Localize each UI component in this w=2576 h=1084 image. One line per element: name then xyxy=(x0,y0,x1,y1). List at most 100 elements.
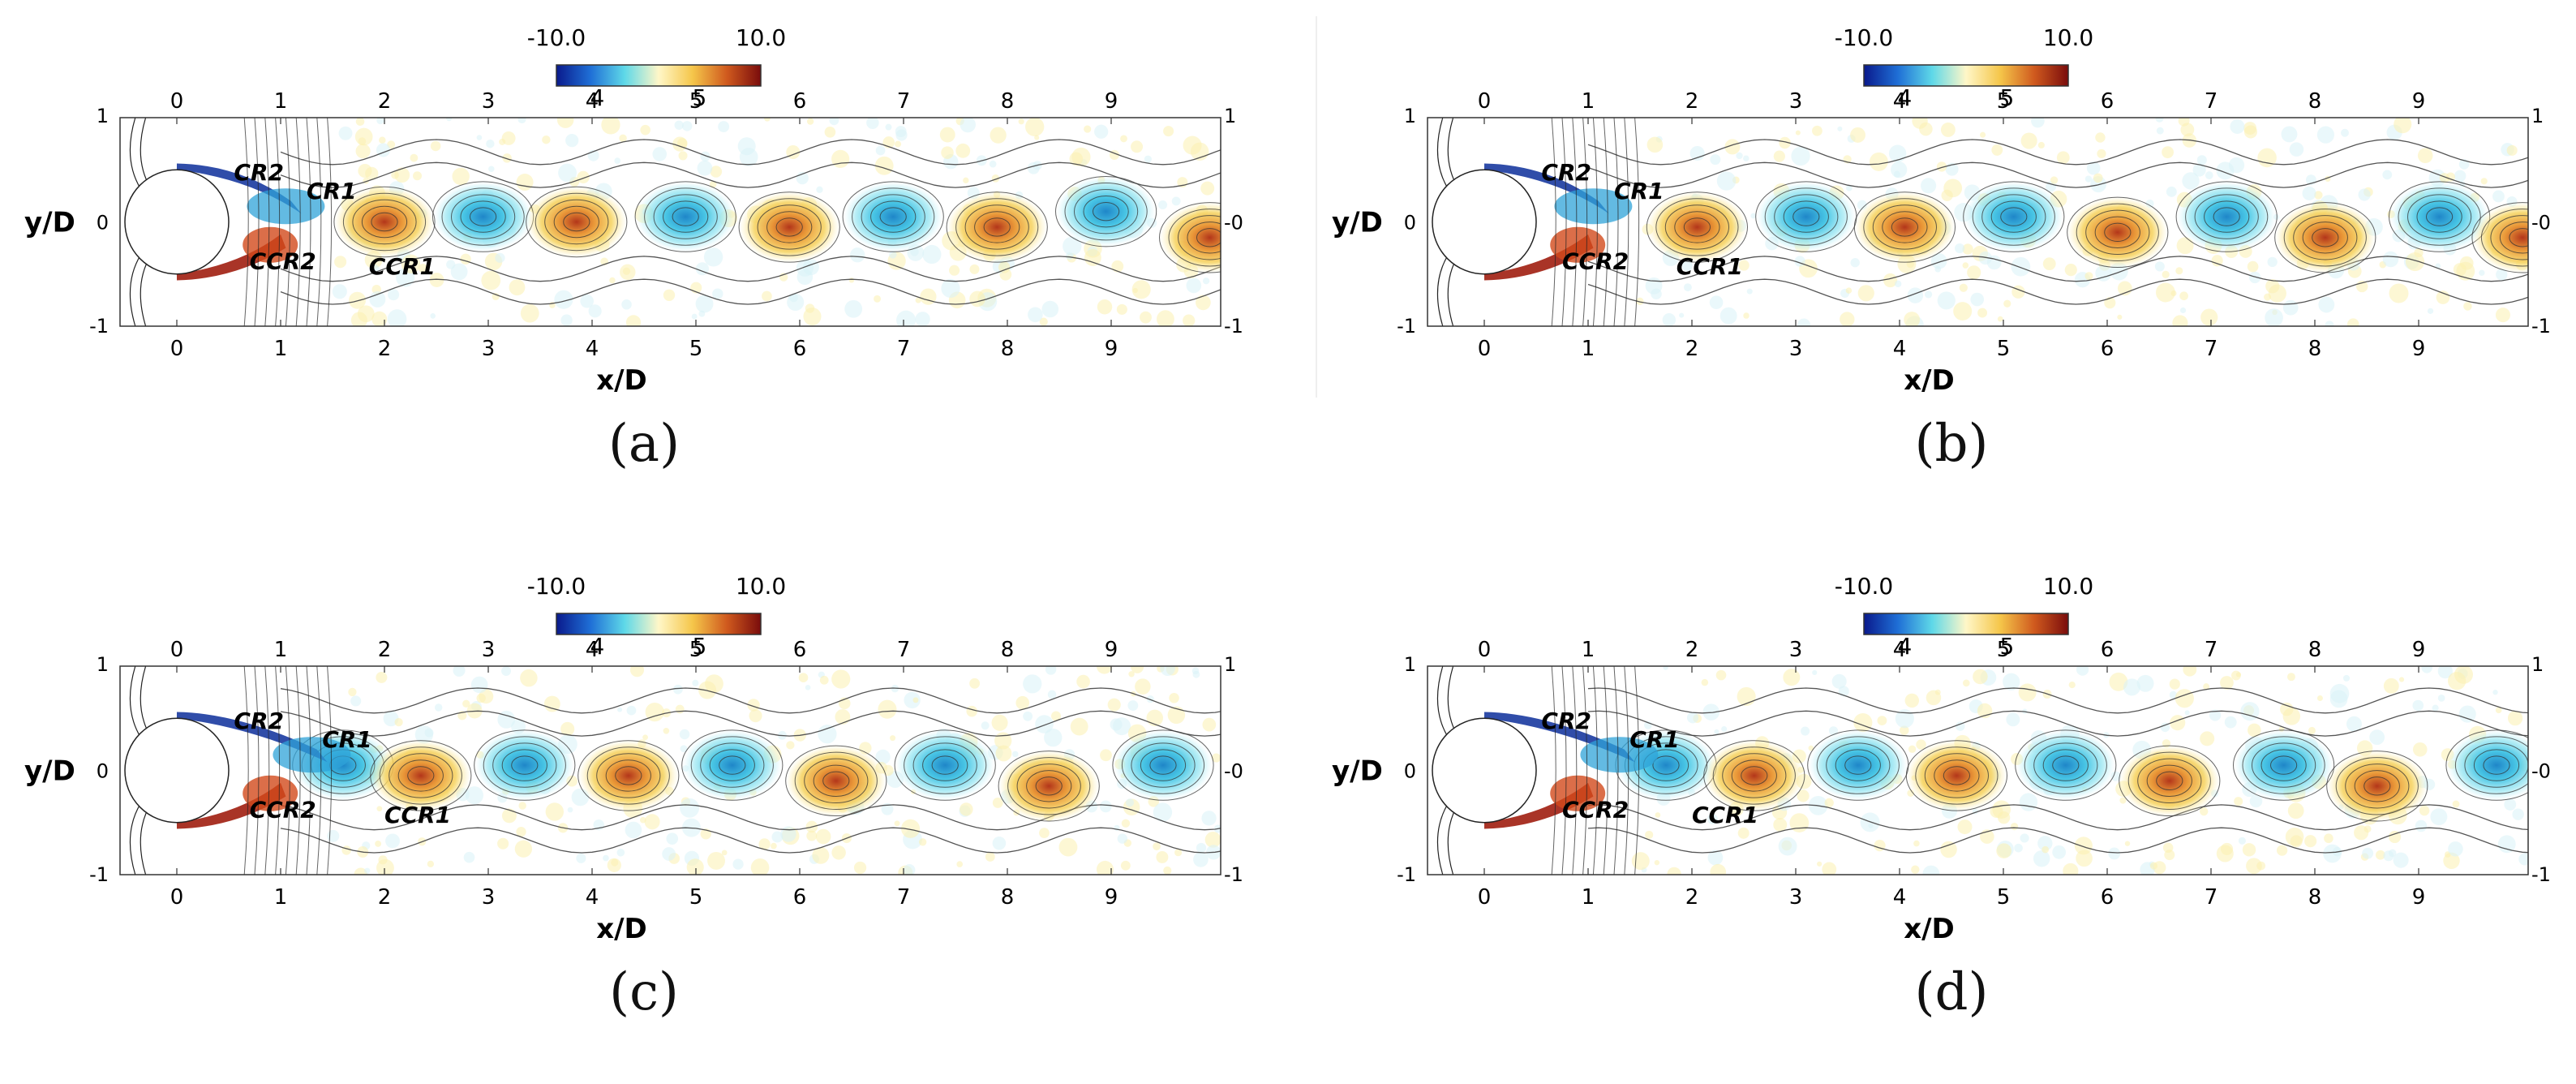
noise-speck xyxy=(675,704,685,714)
noise-speck xyxy=(2175,689,2194,708)
noise-speck xyxy=(1157,310,1174,326)
colorbar-tick: 5 xyxy=(692,84,706,111)
noise-speck xyxy=(350,695,362,707)
noise-speck xyxy=(2205,171,2213,179)
vortex-contour xyxy=(766,211,813,243)
noise-speck xyxy=(2492,190,2505,203)
panel-c: -10.0 10.0 4 5 0 0 1 1 2 2 3 3 4 4 5 5 6 6 7 7 8 8 9 9 1 0 -1 1 -0 -1… xyxy=(0,548,1288,1084)
noise-speck xyxy=(1709,295,1724,310)
noise-speck xyxy=(1743,312,1750,319)
x-tick-label-bottom: 2 xyxy=(378,885,392,910)
upper-shear-layer xyxy=(177,163,302,214)
noise-speck xyxy=(2224,716,2237,729)
noise-speck xyxy=(2247,260,2259,273)
noise-speck xyxy=(2325,320,2334,326)
vortex-contour xyxy=(2426,207,2454,226)
noise-speck xyxy=(1167,706,1186,725)
noise-speck xyxy=(1163,866,1172,875)
colorbar-tick: 5 xyxy=(1999,633,2014,660)
noise-speck xyxy=(2104,297,2116,309)
noise-speck xyxy=(663,727,670,734)
streamline xyxy=(1587,278,2528,305)
noise-speck xyxy=(2383,678,2399,694)
noise-speck xyxy=(385,833,400,849)
noise-speck xyxy=(969,678,981,689)
noise-speck xyxy=(1822,862,1837,875)
vortex-contour xyxy=(1112,729,1214,801)
noise-speck xyxy=(1160,666,1175,677)
cylinder xyxy=(1432,169,1537,275)
cw-vortex xyxy=(681,729,784,802)
noise-speck xyxy=(556,118,574,128)
noise-speck xyxy=(1908,745,1917,753)
noise-speck xyxy=(375,840,382,847)
x-tick-label-top: 6 xyxy=(793,89,807,114)
upper-shear-blob xyxy=(1554,188,1633,225)
noise-speck xyxy=(1044,728,1063,747)
vortex-contour xyxy=(1963,181,2065,252)
noise-speck xyxy=(427,860,435,868)
colorbar-max-label: 10.0 xyxy=(2043,24,2093,51)
noise-speck xyxy=(941,278,960,299)
noise-speck xyxy=(824,126,836,138)
panel-a: -10.0 10.0 4 5 0 0 1 1 2 2 3 3 4 4 5 5 6 6 7 7 8 8 9 9 1 0 -1 1 -0 -1… xyxy=(0,0,1288,536)
y-tick-label: 1 xyxy=(97,105,109,127)
noise-speck xyxy=(2095,265,2112,282)
noise-speck xyxy=(985,852,995,862)
noise-speck xyxy=(1957,819,1973,835)
noise-speck xyxy=(749,709,762,723)
y-tick-label: 0 xyxy=(1404,760,1416,783)
vortex-contour xyxy=(738,191,840,263)
noise-speck xyxy=(1997,316,2003,322)
streamline xyxy=(1587,827,2528,854)
x-tick-label-top: 0 xyxy=(170,638,184,662)
noise-speck xyxy=(1663,666,1668,670)
noise-speck xyxy=(1116,303,1127,315)
streamline xyxy=(285,118,290,326)
x-tick-label-bottom: 9 xyxy=(1105,885,1118,910)
noise-speck xyxy=(378,855,388,865)
streamline xyxy=(280,161,1221,188)
vortex-contour xyxy=(1741,766,1768,785)
noise-speck xyxy=(1163,126,1174,137)
noise-speck xyxy=(1710,863,1727,875)
noise-speck xyxy=(1715,669,1727,681)
annotation-ccr1: CCR1 xyxy=(369,253,436,280)
vortex-contour xyxy=(2127,751,2211,811)
noise-speck xyxy=(1874,839,1886,852)
axes: 0 0 1 1 2 2 3 3 4 4 5 5 6 6 7 7 8 8 9 9 1 0 -1 1 -0 -1 y/D x/D xyxy=(24,89,1243,397)
x-tick-label-bottom: 3 xyxy=(1789,885,1803,910)
vortex-contour xyxy=(2233,729,2335,801)
upper-shear-layer xyxy=(1484,712,1635,763)
x-tick-label-bottom: 8 xyxy=(1001,885,1015,910)
noise-speck xyxy=(1936,161,1947,172)
noise-speck xyxy=(625,315,642,326)
noise-speck xyxy=(516,827,526,837)
noise-speck xyxy=(365,166,379,180)
noise-speck xyxy=(2160,722,2170,733)
annotation-ccr1: CCR1 xyxy=(1692,802,1758,828)
colorbar-gradient xyxy=(1863,64,2069,87)
noise-speck xyxy=(1120,135,1127,143)
annotation-ccr2: CCR2 xyxy=(250,247,316,274)
noise-speck xyxy=(2358,188,2371,201)
noise-speck xyxy=(338,126,353,140)
vortex-core xyxy=(1159,201,1221,273)
vortex-core xyxy=(2326,750,2428,822)
noise-speck xyxy=(1900,725,1909,735)
colorbar-min-label: -10.0 xyxy=(527,24,586,51)
x-tick-label-top: 2 xyxy=(378,638,392,662)
x-tick-label-bottom: 5 xyxy=(1997,885,2011,910)
noise-speck xyxy=(2432,704,2439,712)
vortex-contour xyxy=(1664,204,1729,250)
y-tick-label: -1 xyxy=(1397,863,1416,886)
x-tick-label-top: 3 xyxy=(482,638,496,662)
y-axis-label: y/D xyxy=(24,755,75,788)
streamline xyxy=(243,118,249,326)
vortex-contour xyxy=(474,729,576,801)
noise-speck xyxy=(543,695,560,712)
cw-vortex xyxy=(842,181,944,253)
noise-speck xyxy=(819,675,829,685)
noise-speck xyxy=(376,806,383,812)
x-axis-label: x/D xyxy=(1904,913,1955,945)
